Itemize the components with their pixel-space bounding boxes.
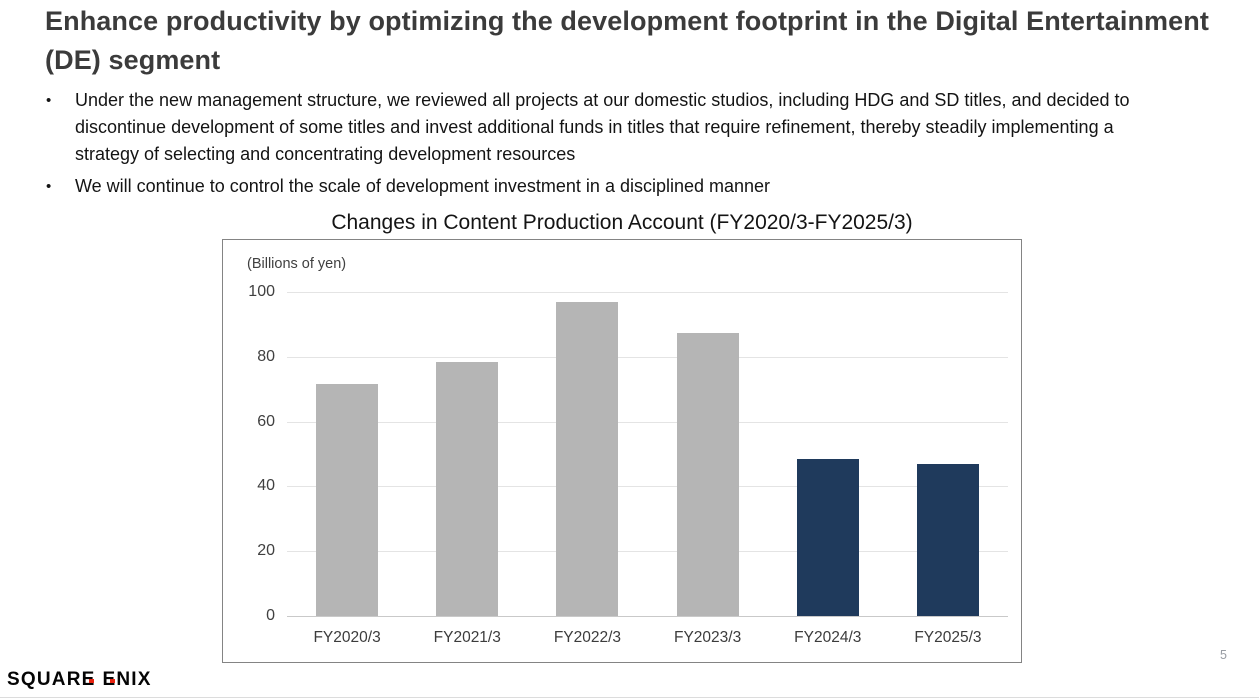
bar-FY2024/3	[796, 458, 859, 616]
y-axis-unit-label: (Billions of yen)	[247, 256, 347, 272]
plot-area: FY2020/3 FY2021/3 FY2022/3 FY2023/3 FY2024/3…	[248, 283, 1008, 646]
gridline-80	[287, 356, 1008, 358]
bar-FY2021/3	[436, 361, 499, 616]
bullet-icon: •	[46, 178, 52, 195]
bar-slot: FY2023/3	[648, 292, 768, 646]
bar-FY2020/3	[316, 384, 379, 616]
square-enix-logo: SQUAREENIX	[7, 669, 152, 691]
bar-group: FY2020/3 FY2021/3 FY2022/3 FY2023/3 FY2024/3…	[287, 292, 1008, 646]
bar-slot: FY2025/3	[888, 292, 1008, 646]
logo-red-accent-icon	[109, 679, 115, 684]
bullet-item: • We will continue to control the scale …	[46, 173, 1146, 200]
bullet-text: We will continue to control the scale of…	[75, 176, 771, 196]
bullet-icon: •	[46, 92, 52, 109]
gridline-20	[287, 551, 1008, 553]
x-tick-label-FY2022/3: FY2022/3	[553, 629, 622, 646]
y-tick-label-20: 20	[257, 542, 275, 560]
y-tick-label-40: 40	[257, 477, 275, 495]
gridline-100	[287, 292, 1008, 293]
logo-text-nix: NIX	[116, 669, 152, 690]
page-number: 5	[1220, 648, 1227, 662]
logo-letter-e-enix: E	[103, 669, 117, 691]
y-tick-label-100: 100	[248, 283, 275, 300]
logo-text-squar: SQUAR	[7, 669, 82, 690]
bullet-text: Under the new management structure, we r…	[75, 90, 1130, 164]
logo-red-accent-icon	[88, 679, 94, 684]
x-tick-label-FY2021/3: FY2021/3	[433, 629, 501, 646]
logo-letter-e-square: E	[82, 669, 96, 691]
chart-title: Changes in Content Production Account (F…	[331, 211, 913, 234]
bar-FY2022/3	[556, 301, 619, 616]
bar-slot: FY2021/3	[407, 292, 527, 646]
y-tick-label-0: 0	[266, 607, 275, 624]
bar-slot: FY2024/3	[768, 292, 888, 646]
slide-title: Enhance productivity by optimizing the d…	[45, 6, 1209, 75]
gridline-60	[287, 421, 1008, 423]
bar-chart: (Billions of yen) FY2020/3 FY2021/3 FY2022…	[222, 239, 1022, 663]
bar-FY2023/3	[676, 332, 739, 616]
y-tick-label-80: 80	[257, 347, 275, 365]
x-tick-label-FY2025/3: FY2025/3	[914, 629, 982, 646]
x-tick-label-FY2024/3: FY2024/3	[794, 629, 862, 646]
bullet-item: • Under the new management structure, we…	[46, 87, 1146, 168]
y-tick-label-60: 60	[257, 412, 275, 430]
bar-slot: FY2020/3	[287, 292, 407, 646]
bar-slot: FY2022/3	[527, 292, 647, 646]
bullet-list: • Under the new management structure, we…	[46, 87, 1146, 205]
x-tick-label-FY2023/3: FY2023/3	[673, 629, 742, 646]
x-axis-line	[287, 616, 1008, 617]
bar-FY2025/3	[916, 464, 979, 616]
gridline-40	[287, 486, 1008, 488]
x-tick-label-FY2020/3: FY2020/3	[313, 629, 381, 646]
